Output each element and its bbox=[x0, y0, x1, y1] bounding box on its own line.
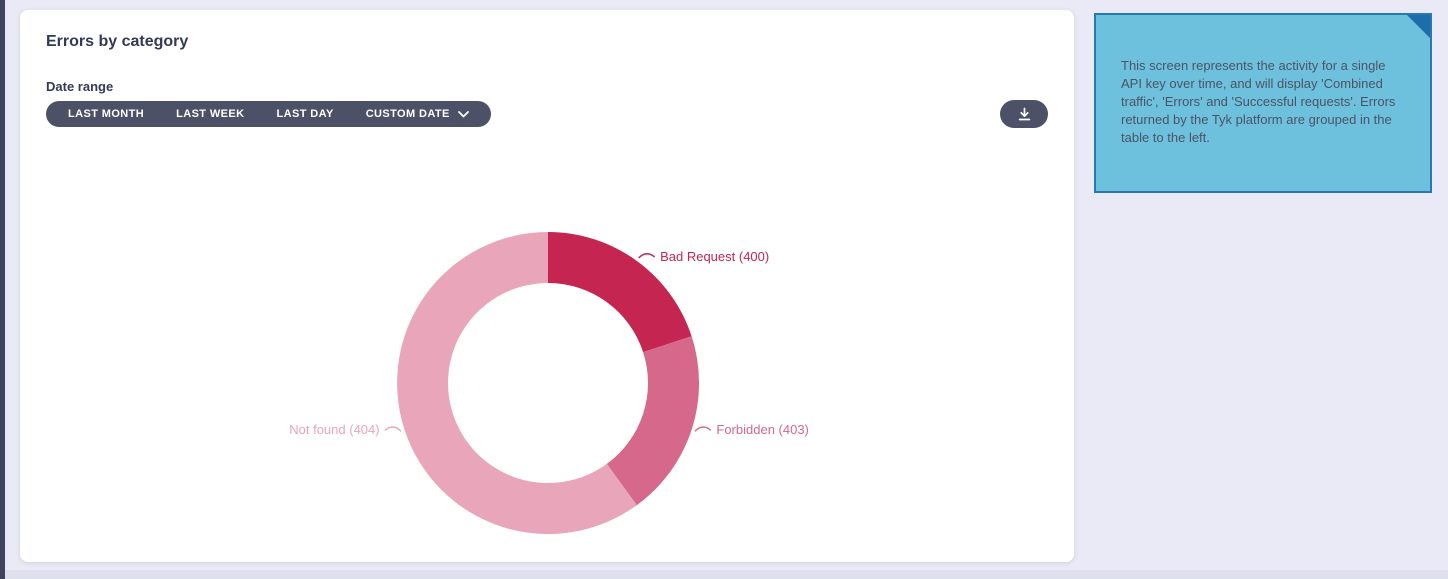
donut-slice-2[interactable] bbox=[397, 232, 637, 534]
help-note-panel: This screen represents the activity for … bbox=[1094, 13, 1432, 193]
slice-label-0: Bad Request (400) bbox=[660, 249, 769, 264]
label-leader-line-0 bbox=[638, 252, 655, 259]
button-last-day-label: LAST DAY bbox=[276, 108, 334, 120]
button-last-day[interactable]: LAST DAY bbox=[261, 101, 350, 127]
slice-label-2: Not found (404) bbox=[289, 422, 379, 437]
button-last-week-label: LAST WEEK bbox=[176, 108, 245, 120]
bottom-scroll-track bbox=[5, 570, 1448, 579]
date-range-label: Date range bbox=[46, 79, 114, 94]
label-leader-line-1 bbox=[694, 426, 712, 432]
download-button[interactable] bbox=[1000, 100, 1048, 128]
button-last-month[interactable]: LAST MONTH bbox=[52, 101, 160, 127]
folded-corner-icon bbox=[1407, 15, 1430, 38]
button-last-month-label: LAST MONTH bbox=[68, 108, 145, 120]
sidebar-edge bbox=[0, 0, 5, 579]
download-icon bbox=[1017, 107, 1032, 122]
label-leader-line-2 bbox=[384, 426, 402, 432]
chevron-down-icon bbox=[457, 110, 469, 118]
button-last-week[interactable]: LAST WEEK bbox=[160, 101, 260, 127]
help-note-text: This screen represents the activity for … bbox=[1121, 58, 1396, 145]
page-title: Errors by category bbox=[46, 33, 189, 50]
donut-slice-1[interactable] bbox=[606, 336, 700, 506]
slice-label-1: Forbidden (403) bbox=[716, 422, 809, 437]
donut-slice-0[interactable] bbox=[548, 232, 692, 353]
errors-by-category-card: Errors by category Date range LAST MONTH… bbox=[20, 10, 1074, 562]
date-range-button-group: LAST MONTH LAST WEEK LAST DAY CUSTOM DAT… bbox=[46, 101, 491, 127]
button-custom-date[interactable]: CUSTOM DATE bbox=[350, 101, 485, 127]
donut-chart: Bad Request (400) Forbidden (403) Not foun… bbox=[289, 232, 809, 534]
button-custom-date-label: CUSTOM DATE bbox=[365, 108, 450, 120]
